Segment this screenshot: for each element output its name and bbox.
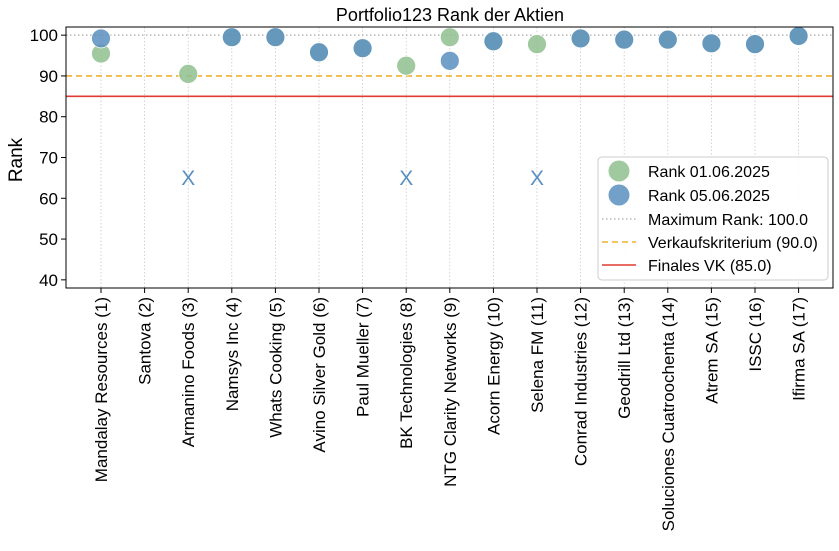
point-series1-selena-fm-11 xyxy=(527,34,547,55)
point-series2-issc-16 xyxy=(745,34,765,55)
missing-marker-selena-fm-11: X xyxy=(530,167,544,190)
point-series2-namsys-inc-4 xyxy=(221,27,242,48)
legend-label-finales-vk-85-0: Finales VK (85.0) xyxy=(648,258,772,275)
point-series2-avino-silver-gold-6 xyxy=(309,42,329,63)
point-series2-whats-cooking-5 xyxy=(265,27,286,48)
y-tick-label-40: 40 xyxy=(39,271,58,290)
y-tick-label-100: 100 xyxy=(30,26,58,45)
legend-box xyxy=(597,156,829,281)
chart-title: Portfolio123 Rank der Aktien xyxy=(336,5,564,25)
x-tick-label-santova-2: Santova (2) xyxy=(136,297,155,385)
point-series2-conrad-industries-12 xyxy=(570,28,591,49)
point-series2-paul-mueller-7 xyxy=(352,38,373,59)
point-series1-ntg-clarity-networks-9 xyxy=(439,27,460,48)
x-tick-label-ntg-clarity-networks-9: NTG Clarity Networks (9) xyxy=(441,297,460,487)
y-tick-label-50: 50 xyxy=(39,230,58,249)
x-tick-label-conrad-industries-12: Conrad Industries (12) xyxy=(572,297,591,466)
point-series1-bk-technologies-8 xyxy=(396,55,417,76)
x-tick-label-whats-cooking-5: Whats Cooking (5) xyxy=(266,297,285,438)
missing-marker-bk-technologies-8: X xyxy=(399,167,413,190)
legend-label-verkaufskriterium-90-0: Verkaufskriterium (90.0) xyxy=(648,235,818,252)
legend-label-maximum-rank-100-0: Maximum Rank: 100.0 xyxy=(648,212,808,229)
point-series2-ifirma-sa-17 xyxy=(788,26,809,46)
point-series2-acorn-energy-10 xyxy=(483,31,504,52)
legend-marker-rank-05-06-2025 xyxy=(608,184,630,206)
x-tick-label-selena-fm-11: Selena FM (11) xyxy=(528,297,547,413)
x-tick-label-mandalay-resources-1: Mandalay Resources (1) xyxy=(92,297,111,482)
y-tick-label-80: 80 xyxy=(39,108,58,127)
y-axis-title: Rank xyxy=(6,137,27,182)
plot-frame xyxy=(65,26,834,289)
y-tick-label-70: 70 xyxy=(39,149,58,168)
x-tick-label-bk-technologies-8: BK Technologies (8) xyxy=(397,297,416,449)
point-series2-atrem-sa-15 xyxy=(701,33,722,54)
x-tick-label-soluciones-cuatroochenta-14: Soluciones Cuatroochenta (14) xyxy=(659,297,678,531)
x-tick-label-issc-16: ISSC (16) xyxy=(746,297,765,372)
x-tick-label-atrem-sa-15: Atrem SA (15) xyxy=(702,297,721,404)
x-tick-label-paul-mueller-7: Paul Mueller (7) xyxy=(354,297,373,417)
missing-marker-armanino-foods-3: X xyxy=(181,167,195,190)
point-series2-geodrill-ltd-13 xyxy=(614,29,635,50)
legend-label-rank-01-06-2025: Rank 01.06.2025 xyxy=(648,164,770,181)
legend-label-rank-05-06-2025: Rank 05.06.2025 xyxy=(648,188,770,205)
point-series2-ntg-clarity-networks-9 xyxy=(439,50,460,71)
x-tick-label-namsys-inc-4: Namsys Inc (4) xyxy=(223,297,242,411)
point-series2-soluciones-cuatroochenta-14 xyxy=(657,29,678,50)
point-series1-armanino-foods-3 xyxy=(178,63,199,84)
x-tick-label-ifirma-sa-17: Ifirma SA (17) xyxy=(790,297,809,401)
x-tick-label-avino-silver-gold-6: Avino Silver Gold (6) xyxy=(310,297,329,453)
x-tick-label-acorn-energy-10: Acorn Energy (10) xyxy=(484,297,503,435)
legend-marker-rank-01-06-2025 xyxy=(608,160,630,182)
point-series2-mandalay-resources-1 xyxy=(91,28,111,49)
legend: Rank 01.06.2025 Rank 05.06.2025 Maximum Ra… xyxy=(597,156,829,281)
y-tick-label-60: 60 xyxy=(39,189,58,208)
x-tick-label-armanino-foods-3: Armanino Foods (3) xyxy=(179,297,198,447)
y-tick-label-90: 90 xyxy=(39,67,58,86)
x-tick-label-geodrill-ltd-13: Geodrill Ltd (13) xyxy=(615,297,634,419)
